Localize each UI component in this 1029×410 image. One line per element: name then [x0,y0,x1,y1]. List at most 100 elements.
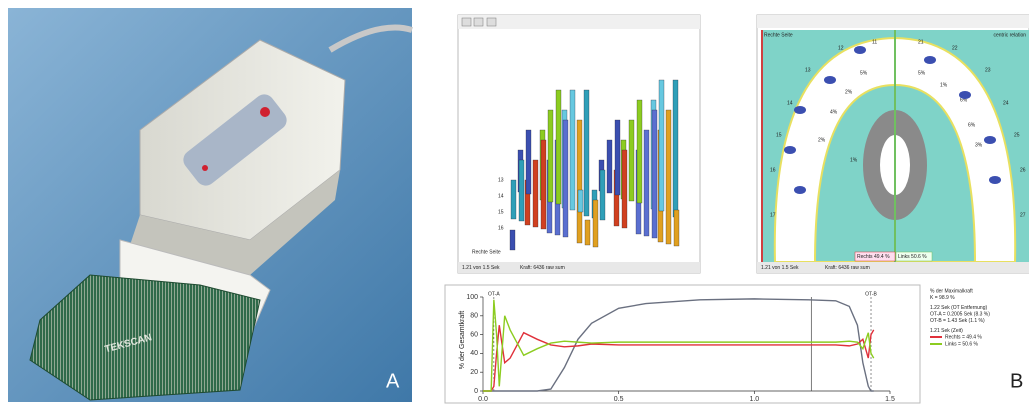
pressure-bar [532,159,539,228]
pressure-bar [665,109,672,245]
contact-area [794,106,806,114]
tooth-number: 22 [952,45,958,51]
info-line: OT-A = 0.2005 Sek (8.3 %) [930,311,990,317]
pressure-bar [658,79,665,212]
x-tick-label: 1.5 [885,396,895,403]
percent-label: 1% [940,82,948,88]
tooth-number: 17 [770,212,776,218]
legend-label: Links = 50.6 % [945,341,978,347]
tooth-number: 16 [498,225,504,231]
toolbar [757,15,1029,28]
toolbar-icon [461,17,472,27]
y-tick-label: 40 [470,350,478,357]
percent-label: 6% [960,97,968,103]
pressure-bar [584,219,591,246]
view-2d: Rechts 49.4 % Links 50.6 % Rechte Seite … [756,14,1029,274]
tooth-number: 21 [918,39,924,45]
force-chart: % der Gesamtkraft 0 20 40 60 80 100 0.0 0.5 1.0 1… [444,284,921,404]
pressure-bar [621,149,628,229]
left-share: Links 50.6 % [898,254,927,260]
tooth-number: 14 [498,193,504,199]
pressure-bar [540,139,547,230]
ot-marker-label: OT-B [865,291,877,297]
x-tick-label: 0.0 [478,396,488,403]
info-line: 1.21 Sek (Zeit) [930,328,963,334]
pressure-bar [614,119,621,196]
percent-label: 1% [850,157,858,163]
percent-label: 5% [918,70,926,76]
tooth-number: 26 [1020,167,1026,173]
pressure-bar [547,109,554,203]
toolbar-icon [486,17,497,27]
contact-area [984,136,996,144]
pressure-bar [562,119,569,238]
percent-label: 2% [845,89,853,95]
contact-area [854,46,866,54]
pressure-bar [672,79,679,218]
force-line [483,298,874,392]
info-line: OT-B = 1.43 Sek (1.1 %) [930,318,985,324]
tooth-number: 13 [498,177,504,183]
chart-frame [444,284,921,404]
x-tick-label: 0.5 [614,396,624,403]
button-panel [183,94,287,186]
status-force: Kraft: 6436 raw sum [825,265,870,271]
tooth-number: 15 [776,132,782,138]
pressure-bar [510,179,517,220]
pressure-bar [628,119,635,202]
percent-label: 6% [968,122,976,128]
percent-label: 5% [860,70,868,76]
status-time: 1.21 von 1.5 Sek [462,265,500,271]
contact-area [794,186,806,194]
tooth-number: 12 [838,45,844,51]
pressure-bar [606,139,613,194]
pressure-bar [599,169,606,221]
relation-label: centric relation [993,32,1026,38]
tooth-number: 24 [1003,100,1009,106]
tooth-number: 13 [805,67,811,73]
y-axis-label: % der Gesamtkraft [459,311,466,369]
toolbar-icon [473,17,484,27]
ot-marker-label: OT-A [488,291,500,297]
side-label: Rechte Seite [764,32,793,38]
pressure-bar [592,199,599,248]
pressure-bar [643,129,650,237]
panel-label: A [386,370,400,392]
panel-label: B [1010,370,1023,392]
share-box [854,251,896,262]
info-line: K = 98.9 % [930,295,955,301]
status-bar [458,262,700,273]
led [260,107,270,117]
right-share: Rechts 49.4 % [857,254,890,260]
percent-label: 2% [818,137,826,143]
pressure-bar [651,109,658,239]
pressure-bar [577,189,584,213]
contact-area [824,76,836,84]
handle-side [130,170,340,275]
tooth-number: 27 [1020,212,1026,218]
pressure-bar [583,89,590,217]
status-force: Kraft: 6436 raw sum [520,265,565,271]
contact-area [959,91,971,99]
y-tick-label: 60 [470,331,478,338]
share-box [895,251,933,262]
pressure-bar [636,99,643,204]
tooth-number: 14 [787,100,793,106]
toolbar [458,15,700,29]
led [202,165,208,171]
tooth-number: 23 [985,67,991,73]
pressure-bar [569,89,576,211]
percent-label: 3% [975,142,983,148]
contact-area [784,146,796,154]
percent-label: 4% [830,109,838,115]
tooth-number: 25 [1014,132,1020,138]
tooth-number: 16 [770,167,776,173]
y-tick-label: 20 [470,369,478,376]
view-3d: 1.21 von 1.5 Sek Kraft: 6436 raw sum Rec… [457,14,701,274]
pressure-bar [509,229,516,251]
contact-area [989,176,1001,184]
status-time: 1.21 von 1.5 Sek [761,265,799,271]
force-line [483,299,875,392]
side-label: Rechte Seite [472,249,501,255]
status-bar [757,262,1029,273]
